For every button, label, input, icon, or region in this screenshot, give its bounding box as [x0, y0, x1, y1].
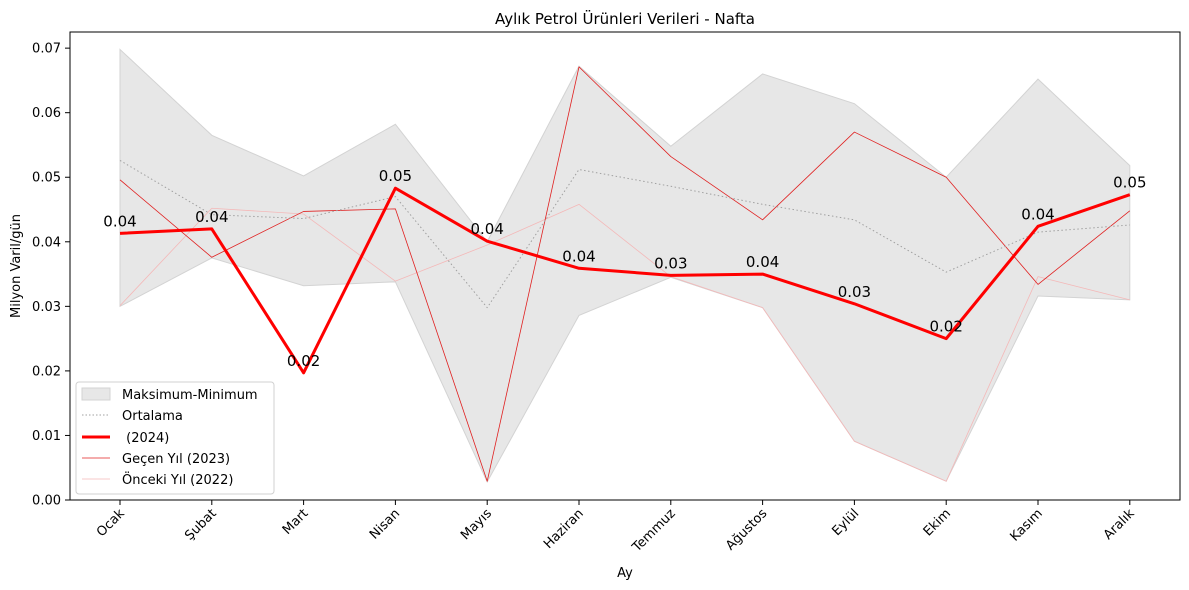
- data-label: 0.05: [379, 167, 412, 185]
- x-tick-label: Şubat: [182, 506, 219, 543]
- data-label: 0.04: [562, 247, 595, 265]
- x-tick-label: Ağustos: [723, 506, 771, 554]
- y-tick-label: 0.03: [32, 300, 61, 315]
- plot-area: [69, 31, 1181, 501]
- y-tick-label: 0.02: [32, 364, 61, 379]
- y-axis: 0.00 0.01 0.02 0.03 0.04 0.05 0.06 0.07: [32, 42, 70, 509]
- data-label: 0.02: [929, 318, 962, 336]
- legend-label-2022: Önceki Yıl (2022): [122, 471, 233, 488]
- y-tick-label: 0.00: [32, 494, 61, 509]
- legend: Maksimum-Minimum Ortalama (2024) Geçen Y…: [75, 381, 275, 495]
- data-label: 0.03: [838, 283, 871, 301]
- series-line-2: [119, 66, 1131, 482]
- x-tick-label: Ocak: [94, 506, 128, 540]
- data-labels: 0.04 0.04 0.02 0.05 0.04 0.04 0.03 0.04 0.03 0.02…: [103, 167, 1146, 370]
- data-label: 0.04: [746, 253, 779, 271]
- data-label: 0.03: [654, 254, 687, 272]
- data-label: 0.04: [195, 208, 228, 226]
- x-tick-label: Nisan: [367, 506, 403, 542]
- y-tick-label: 0.06: [32, 106, 61, 121]
- x-axis: Ocak Şubat Mart Nisan Mayıs Haziran Temmuz Ağus…: [94, 500, 1138, 556]
- y-axis-title: Milyon Varil/gün: [9, 214, 24, 318]
- x-tick-label: Ekim: [921, 506, 954, 539]
- series-line-0: [119, 160, 1130, 309]
- x-tick-label: Temmuz: [629, 506, 679, 556]
- data-label: 0.04: [470, 220, 503, 238]
- data-label: 0.02: [287, 352, 320, 370]
- series-line-1: [119, 186, 1131, 375]
- series-line-3: [119, 203, 1130, 482]
- legend-label-2024: (2024): [122, 431, 169, 446]
- x-tick-label: Haziran: [541, 506, 587, 552]
- data-label: 0.04: [103, 212, 136, 230]
- data-label: 0.04: [1021, 205, 1054, 223]
- chart-title: Aylık Petrol Ürünleri Verileri - Nafta: [495, 9, 755, 28]
- legend-box: [75, 381, 275, 495]
- x-axis-title: Ay: [617, 566, 633, 581]
- x-tick-label: Mayıs: [458, 506, 495, 543]
- legend-swatch-band: [81, 387, 111, 401]
- y-tick-label: 0.07: [32, 42, 61, 57]
- x-tick-label: Mart: [280, 506, 312, 538]
- data-label: 0.05: [1113, 174, 1146, 192]
- x-tick-label: Kasım: [1007, 506, 1045, 544]
- x-tick-label: Aralık: [1101, 506, 1138, 543]
- y-tick-label: 0.04: [32, 235, 61, 250]
- legend-label-2023: Geçen Yıl (2023): [122, 452, 230, 467]
- y-tick-label: 0.01: [32, 429, 61, 444]
- y-tick-label: 0.05: [32, 171, 61, 186]
- legend-label-band: Maksimum-Minimum: [122, 388, 258, 403]
- series-layer: [119, 66, 1131, 482]
- legend-label-ortalama: Ortalama: [122, 409, 183, 424]
- x-tick-label: Eylül: [829, 506, 862, 539]
